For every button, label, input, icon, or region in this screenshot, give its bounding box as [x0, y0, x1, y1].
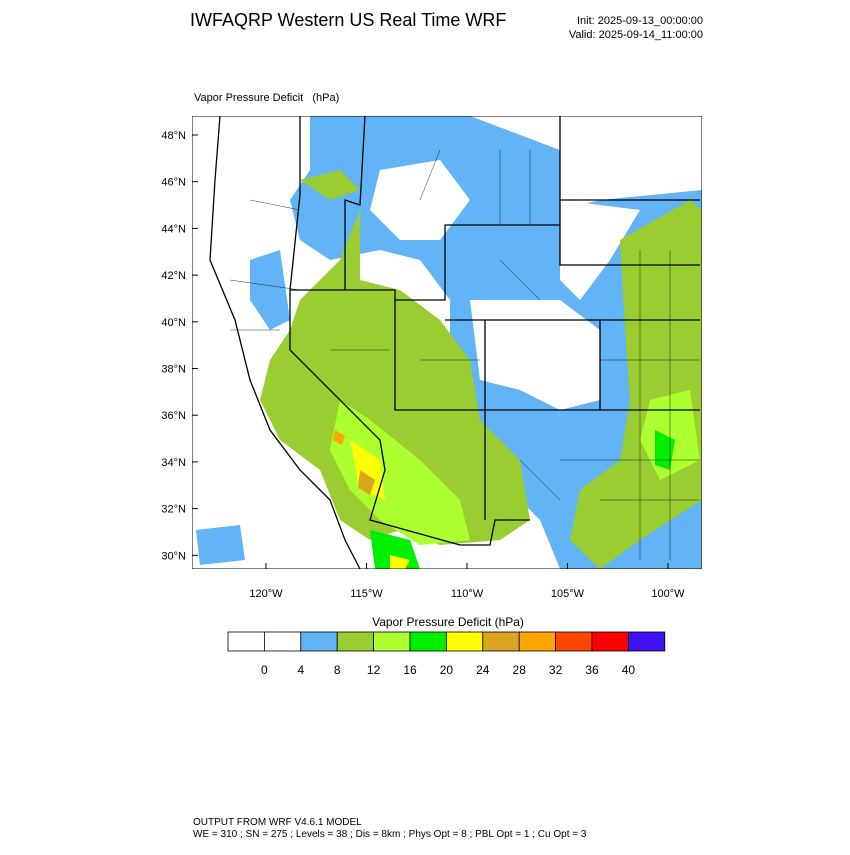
colorbar-title: Vapor Pressure Deficit (hPa): [372, 615, 524, 629]
colorbar-label: 36: [585, 663, 599, 677]
lat-label: 36°N: [161, 410, 186, 422]
colorbar: 0 4 8 12 16 20 24 28 32 36 40: [227, 631, 666, 677]
colorbar-label: 32: [549, 663, 563, 677]
title: IWFAQRP Western US Real Time WRF: [190, 10, 506, 30]
colorbar-box: [300, 631, 338, 652]
lat-label: 30°N: [161, 550, 186, 562]
lat-label: 34°N: [161, 457, 186, 469]
footer-line: WE = 310 ; SN = 275 ; Levels = 38 ; Dis …: [193, 829, 587, 840]
lon-label: 120°W: [249, 588, 283, 600]
lon-label: 100°W: [651, 588, 685, 600]
lon-label: 105°W: [551, 588, 585, 600]
map-field: [192, 116, 702, 569]
lon-labels: 120°W 115°W 110°W 105°W 100°W: [249, 563, 685, 600]
lat-label: 32°N: [161, 504, 186, 516]
colorbar-label: 0: [261, 663, 268, 677]
colorbar-box: [227, 631, 265, 652]
colorbar-box: [263, 631, 302, 652]
colorbar-box: [445, 631, 484, 652]
field-label: Vapor Pressure Deficit (hPa): [194, 92, 339, 104]
colorbar-label: 28: [513, 663, 527, 677]
footer-line: OUTPUT FROM WRF V4.6.1 MODEL: [193, 817, 362, 828]
lat-label: 48°N: [161, 130, 186, 142]
colorbar-box: [591, 631, 629, 652]
colorbar-label: 40: [622, 663, 636, 677]
lon-label: 110°W: [451, 588, 484, 600]
colorbar-label: 4: [297, 663, 304, 677]
colorbar-box: [409, 631, 447, 652]
lon-label: 115°W: [350, 588, 383, 600]
colorbar-box: [628, 631, 666, 652]
colorbar-box: [482, 631, 520, 652]
valid-time: Valid: 2025-09-14_11:00:00: [569, 29, 703, 41]
colorbar-box: [518, 631, 557, 652]
init-time: Init: 2025-09-13_00:00:00: [577, 15, 703, 27]
lat-label: 42°N: [161, 270, 186, 282]
colorbar-box: [336, 631, 375, 652]
lat-labels: 48°N 46°N 44°N 42°N 40°N 38°N 36°N 34°N 32°N 30°N: [161, 130, 198, 562]
lat-label: 38°N: [161, 364, 186, 376]
colorbar-label: 24: [476, 663, 490, 677]
lat-label: 44°N: [161, 223, 186, 235]
colorbar-label: 8: [334, 663, 341, 677]
colorbar-label: 16: [403, 663, 417, 677]
colorbar-box: [373, 631, 411, 652]
colorbar-box: [555, 631, 593, 652]
colorbar-label: 12: [367, 663, 381, 677]
lat-label: 40°N: [161, 317, 186, 329]
colorbar-label: 20: [440, 663, 454, 677]
lat-label: 46°N: [161, 177, 186, 189]
